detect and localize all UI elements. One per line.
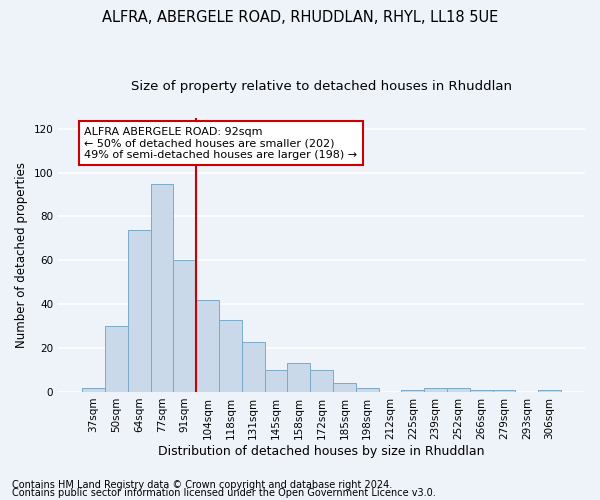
- Bar: [219, 320, 242, 392]
- Bar: [356, 388, 379, 392]
- Text: Contains HM Land Registry data © Crown copyright and database right 2024.: Contains HM Land Registry data © Crown c…: [12, 480, 392, 490]
- Bar: [493, 390, 515, 392]
- X-axis label: Distribution of detached houses by size in Rhuddlan: Distribution of detached houses by size …: [158, 444, 485, 458]
- Bar: [82, 388, 105, 392]
- Bar: [196, 300, 219, 392]
- Bar: [470, 390, 493, 392]
- Bar: [173, 260, 196, 392]
- Bar: [151, 184, 173, 392]
- Bar: [310, 370, 333, 392]
- Bar: [105, 326, 128, 392]
- Bar: [424, 388, 447, 392]
- Bar: [287, 364, 310, 392]
- Bar: [538, 390, 561, 392]
- Text: ALFRA, ABERGELE ROAD, RHUDDLAN, RHYL, LL18 5UE: ALFRA, ABERGELE ROAD, RHUDDLAN, RHYL, LL…: [102, 10, 498, 25]
- Title: Size of property relative to detached houses in Rhuddlan: Size of property relative to detached ho…: [131, 80, 512, 93]
- Y-axis label: Number of detached properties: Number of detached properties: [15, 162, 28, 348]
- Bar: [447, 388, 470, 392]
- Bar: [333, 383, 356, 392]
- Bar: [128, 230, 151, 392]
- Bar: [265, 370, 287, 392]
- Bar: [401, 390, 424, 392]
- Text: Contains public sector information licensed under the Open Government Licence v3: Contains public sector information licen…: [12, 488, 436, 498]
- Bar: [242, 342, 265, 392]
- Text: ALFRA ABERGELE ROAD: 92sqm
← 50% of detached houses are smaller (202)
49% of sem: ALFRA ABERGELE ROAD: 92sqm ← 50% of deta…: [85, 126, 358, 160]
